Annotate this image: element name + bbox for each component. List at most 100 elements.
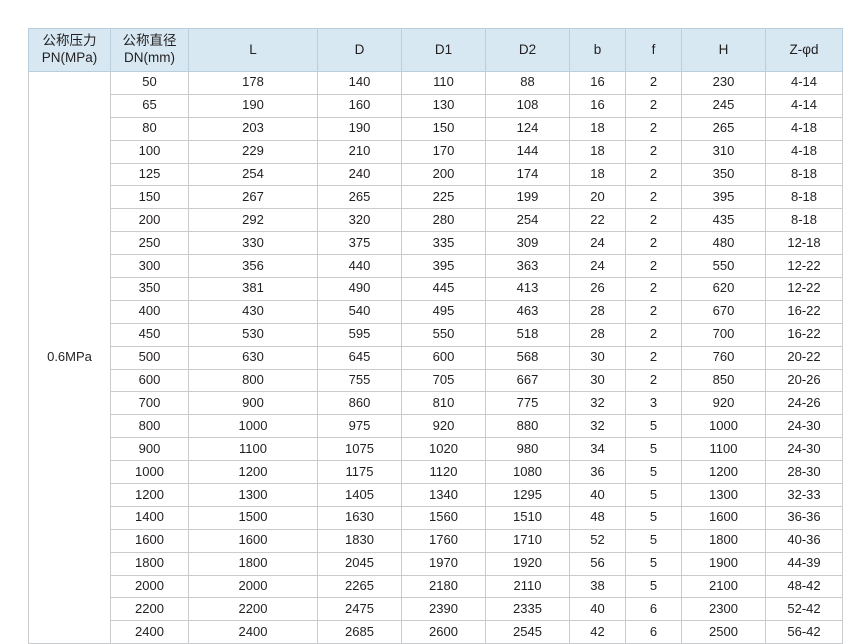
- cell-diameter-d2: 1920: [485, 551, 570, 576]
- cell-nominal-diameter: 1600: [110, 528, 189, 553]
- table-row: 80 203 190 150 124 18 2 265 4-18: [29, 116, 843, 141]
- cell-thickness-b: 56: [569, 551, 626, 576]
- cell-face-f: 5: [625, 483, 682, 507]
- cell-face-f: 2: [625, 322, 682, 347]
- cell-height-h: 1800: [681, 528, 766, 553]
- cell-thickness-b: 18: [569, 116, 626, 141]
- cell-face-f: 5: [625, 528, 682, 553]
- cell-diameter-d: 2685: [317, 620, 402, 644]
- column-header-d: D: [317, 28, 402, 72]
- cell-bolt-holes-zd: 48-42: [765, 574, 843, 599]
- cell-bolt-holes-zd: 44-39: [765, 551, 843, 576]
- cell-face-f: 5: [625, 505, 682, 530]
- cell-nominal-diameter: 500: [110, 345, 189, 370]
- cell-diameter-d: 540: [317, 299, 402, 324]
- cell-diameter-d: 160: [317, 93, 402, 118]
- cell-diameter-d1: 495: [401, 299, 486, 324]
- cell-bolt-holes-zd: 40-36: [765, 528, 843, 553]
- cell-height-h: 1300: [681, 483, 766, 507]
- cell-diameter-d2: 1080: [485, 460, 570, 485]
- cell-face-f: 3: [625, 391, 682, 416]
- cell-diameter-d: 440: [317, 254, 402, 279]
- cell-diameter-d1: 705: [401, 368, 486, 393]
- cell-diameter-d: 265: [317, 185, 402, 210]
- cell-diameter-d1: 130: [401, 93, 486, 118]
- cell-diameter-d1: 170: [401, 139, 486, 164]
- cell-face-f: 5: [625, 460, 682, 485]
- table-row: 1600 1600 1830 1760 1710 52 5 1800 40-36: [29, 528, 843, 553]
- cell-diameter-d: 1630: [317, 505, 402, 530]
- cell-nominal-diameter: 250: [110, 231, 189, 256]
- table-row: 65 190 160 130 108 16 2 245 4-14: [29, 93, 843, 118]
- cell-face-f: 5: [625, 574, 682, 599]
- cell-nominal-diameter: 1000: [110, 460, 189, 485]
- cell-length-l: 1300: [188, 483, 318, 507]
- table-row: 0.6MPa 50 178 140 110 88 16 2 230 4-14: [28, 70, 843, 644]
- cell-diameter-d: 645: [317, 345, 402, 370]
- cell-bolt-holes-zd: 56-42: [765, 620, 843, 644]
- cell-nominal-diameter: 150: [110, 185, 189, 210]
- cell-diameter-d1: 395: [401, 254, 486, 279]
- cell-thickness-b: 38: [569, 574, 626, 599]
- cell-thickness-b: 26: [569, 277, 626, 301]
- column-header-nominal-diameter-line2: DN(mm): [124, 50, 175, 65]
- table-body: 0.6MPa 50 178 140 110 88 16 2 230 4-14 65 190 160 130…: [28, 70, 843, 644]
- cell-height-h: 760: [681, 345, 766, 370]
- cell-bolt-holes-zd: 20-26: [765, 368, 843, 393]
- cell-length-l: 630: [188, 345, 318, 370]
- cell-diameter-d1: 110: [401, 71, 486, 95]
- cell-height-h: 2500: [681, 620, 766, 644]
- cell-bolt-holes-zd: 4-18: [765, 139, 843, 164]
- cell-face-f: 6: [625, 620, 682, 644]
- cell-nominal-diameter: 900: [110, 437, 189, 462]
- cell-face-f: 2: [625, 71, 682, 95]
- column-header-b: b: [569, 28, 626, 72]
- cell-height-h: 265: [681, 116, 766, 141]
- cell-nominal-diameter: 65: [110, 93, 189, 118]
- cell-nominal-diameter: 1800: [110, 551, 189, 576]
- cell-diameter-d: 860: [317, 391, 402, 416]
- cell-diameter-d2: 1295: [485, 483, 570, 507]
- cell-face-f: 2: [625, 162, 682, 187]
- cell-diameter-d2: 1710: [485, 528, 570, 553]
- nominal-pressure-value: 0.6MPa: [28, 70, 111, 644]
- cell-diameter-d: 755: [317, 368, 402, 393]
- cell-diameter-d1: 1760: [401, 528, 486, 553]
- cell-diameter-d: 140: [317, 71, 402, 95]
- table-row: 400 430 540 495 463 28 2 670 16-22: [29, 299, 843, 324]
- cell-diameter-d: 1075: [317, 437, 402, 462]
- column-header-h: H: [681, 28, 766, 72]
- cell-face-f: 2: [625, 254, 682, 279]
- cell-height-h: 435: [681, 208, 766, 233]
- header-row: 公称压力 PN(MPa) 公称直径 DN(mm) L D D1 D2 b f H…: [28, 28, 843, 72]
- cell-diameter-d2: 88: [485, 71, 570, 95]
- cell-height-h: 1100: [681, 437, 766, 462]
- cell-nominal-diameter: 2400: [110, 620, 189, 644]
- cell-length-l: 2000: [188, 574, 318, 599]
- cell-bolt-holes-zd: 24-30: [765, 437, 843, 462]
- cell-face-f: 2: [625, 299, 682, 324]
- table-row: 150 267 265 225 199 20 2 395 8-18: [29, 185, 843, 210]
- table-row: 2000 2000 2265 2180 2110 38 5 2100 48-42: [29, 574, 843, 599]
- cell-diameter-d1: 2180: [401, 574, 486, 599]
- cell-thickness-b: 32: [569, 391, 626, 416]
- cell-diameter-d: 2045: [317, 551, 402, 576]
- cell-diameter-d2: 124: [485, 116, 570, 141]
- cell-face-f: 2: [625, 345, 682, 370]
- cell-diameter-d1: 150: [401, 116, 486, 141]
- cell-nominal-diameter: 2200: [110, 597, 189, 622]
- cell-length-l: 530: [188, 322, 318, 347]
- cell-nominal-diameter: 1400: [110, 505, 189, 530]
- column-header-l: L: [188, 28, 318, 72]
- table-row: 350 381 490 445 413 26 2 620 12-22: [29, 277, 843, 301]
- cell-diameter-d2: 254: [485, 208, 570, 233]
- cell-thickness-b: 28: [569, 299, 626, 324]
- column-header-nominal-pressure-line2: PN(MPa): [41, 50, 98, 65]
- cell-length-l: 229: [188, 139, 318, 164]
- cell-length-l: 1100: [188, 437, 318, 462]
- cell-diameter-d1: 920: [401, 414, 486, 439]
- cell-length-l: 1800: [188, 551, 318, 576]
- cell-diameter-d: 190: [317, 116, 402, 141]
- cell-height-h: 1900: [681, 551, 766, 576]
- cell-nominal-diameter: 350: [110, 277, 189, 301]
